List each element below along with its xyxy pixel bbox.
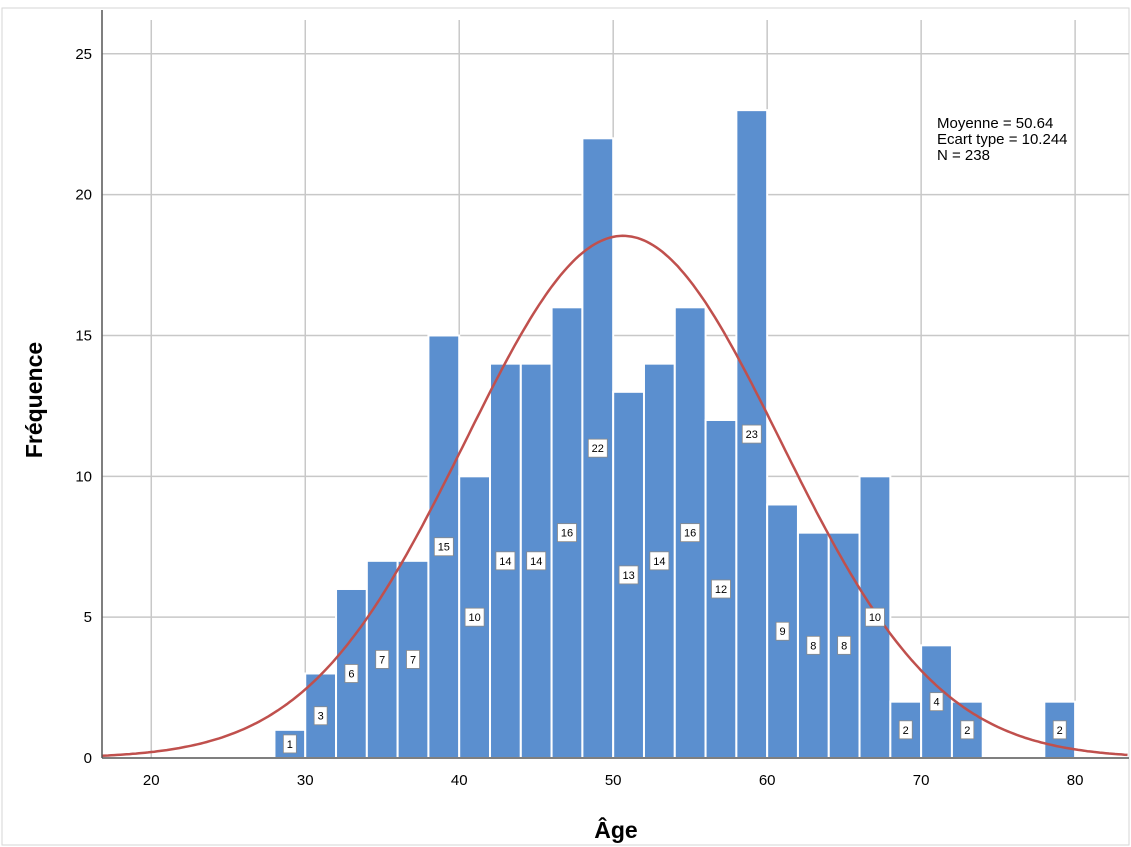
- bar-value-label-box: [711, 579, 731, 599]
- y-tick-label: 15: [75, 327, 92, 344]
- y-tick-label: 0: [84, 750, 92, 767]
- bar-value-label-box: [495, 551, 516, 571]
- bar-value-label-box: [741, 424, 762, 444]
- stats-line: Moyenne = 50.64: [937, 115, 1053, 132]
- bar-value-label-text: 12: [715, 584, 727, 596]
- bar-value-label-box: [557, 523, 577, 543]
- bar-value-label-box: [837, 635, 852, 655]
- bar-value-label-text: 2: [1057, 725, 1063, 737]
- x-tick-label: 80: [1067, 772, 1084, 789]
- bar-value-label-box: [526, 551, 547, 571]
- bar-value-label-box: [587, 438, 608, 458]
- bar-value-label: 6: [344, 664, 359, 683]
- bar-value-label: 23: [741, 424, 762, 444]
- bar-value-label-text: 22: [592, 443, 604, 455]
- x-tick-label: 50: [605, 772, 622, 789]
- bar-value-label: 2: [898, 720, 913, 740]
- bar-value-label: 15: [433, 537, 454, 557]
- bar-value-label-box: [680, 523, 701, 543]
- bar-value-label: 3: [313, 706, 328, 726]
- bar-value-label-box: [313, 706, 328, 726]
- bar-value-label-box: [1052, 720, 1067, 740]
- bar-value-label-text: 2: [964, 725, 970, 737]
- y-tick-label: 20: [75, 187, 92, 204]
- bar-value-label: 10: [865, 607, 885, 627]
- bar-value-label: 7: [375, 650, 390, 669]
- bar-value-label-text: 1: [287, 739, 293, 751]
- stats-line: Ecart type = 10.244: [937, 131, 1068, 148]
- bar-value-label-text: 10: [468, 612, 480, 624]
- bar-value-label-text: 3: [318, 711, 324, 723]
- bar-value-label-text: 6: [348, 668, 354, 680]
- bar-value-label: 2: [1052, 720, 1067, 740]
- bar-value-label: 9: [775, 621, 790, 641]
- bar-value-label-text: 16: [561, 528, 573, 540]
- bar-value-label-box: [865, 607, 885, 627]
- x-axis-title: Âge: [594, 816, 637, 843]
- bar-value-label-box: [960, 720, 975, 740]
- bar-value-label-box: [618, 565, 639, 585]
- bar-value-label-box: [282, 734, 297, 754]
- bar-value-label-box: [433, 537, 454, 557]
- bar-value-label: 13: [618, 565, 639, 585]
- bar-value-label: 7: [406, 650, 420, 669]
- y-tick-label: 5: [84, 609, 92, 626]
- bar-value-label: 22: [587, 438, 608, 458]
- x-tick-label: 40: [451, 772, 468, 789]
- bar-value-label-box: [775, 621, 790, 641]
- stats-line: N = 238: [937, 147, 990, 164]
- normal-curve-layer: [101, 234, 1128, 758]
- axes: 0 5 10 15 20 25 20 30 40 50 60 70 80: [75, 10, 1129, 789]
- chart-frame: [1, 7, 1130, 846]
- bar-value-label-box: [375, 650, 390, 669]
- y-tick-label: 10: [75, 468, 92, 485]
- bar-value-label-text: 16: [684, 528, 696, 540]
- bar-value-label-text: 4: [933, 697, 939, 709]
- bar-value-label: 14: [649, 551, 670, 571]
- bar-value-label-box: [929, 692, 944, 712]
- bar-value-label-text: 7: [379, 654, 385, 666]
- bar-value-label-box: [649, 551, 670, 571]
- bar-value-label-text: 8: [810, 640, 816, 652]
- bar-value-label: 14: [495, 551, 516, 571]
- bar-value-label: 2: [960, 720, 975, 740]
- x-tick-label: 70: [913, 772, 930, 789]
- bar-value-label: 8: [837, 635, 852, 655]
- bar-value-label-box: [806, 635, 821, 655]
- bar-value-label-text: 8: [841, 640, 847, 652]
- bar-value-label-text: 10: [869, 612, 881, 624]
- bar-value-label: 16: [680, 523, 701, 543]
- x-tick-label: 60: [759, 772, 776, 789]
- normal-curve: [101, 234, 1128, 758]
- y-axis-title: Fréquence: [21, 342, 47, 458]
- x-tick-label: 30: [297, 772, 314, 789]
- bar-value-label-text: 14: [499, 556, 511, 568]
- bar-value-label-text: 14: [653, 556, 665, 568]
- bar-value-label-text: 14: [530, 556, 542, 568]
- bar-value-label-box: [464, 607, 485, 627]
- bar-value-label-text: 23: [746, 429, 758, 441]
- bar-value-label: 14: [526, 551, 547, 571]
- histogram-bars: [273, 109, 1077, 760]
- bar-value-label: 16: [557, 523, 577, 543]
- bar-value-label: 8: [806, 635, 821, 655]
- bar-value-label-box: [898, 720, 913, 740]
- bar-value-label-text: 15: [438, 542, 450, 554]
- bar-value-label-box: [406, 650, 420, 669]
- bar-value-label-text: 2: [903, 725, 909, 737]
- bar-value-label: 4: [929, 692, 944, 712]
- bar-value-label-text: 9: [779, 626, 785, 638]
- bar-value-label-text: 13: [622, 570, 634, 582]
- bar-value-label-box: [344, 664, 359, 683]
- bar-value-label: 1: [282, 734, 297, 754]
- x-tick-label: 20: [143, 772, 160, 789]
- bar-value-label-text: 7: [410, 654, 416, 666]
- y-tick-label: 25: [75, 46, 92, 63]
- bar-value-label: 10: [464, 607, 485, 627]
- bar-value-label: 12: [711, 579, 731, 599]
